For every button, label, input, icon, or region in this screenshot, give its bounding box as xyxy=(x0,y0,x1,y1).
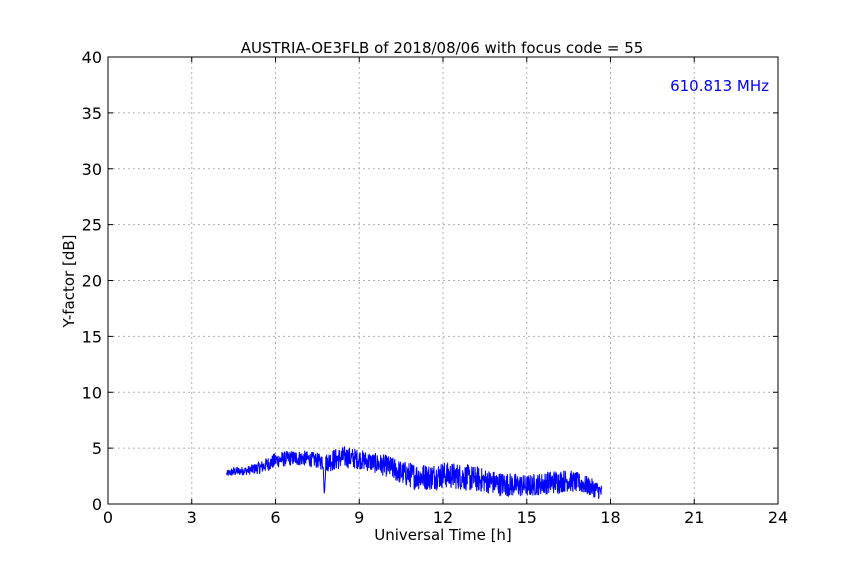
y-tick-label: 30 xyxy=(82,160,102,179)
x-tick-label: 18 xyxy=(600,508,620,527)
x-tick-label: 6 xyxy=(270,508,280,527)
x-axis-label: Universal Time [h] xyxy=(374,526,512,544)
y-tick-label: 35 xyxy=(82,104,102,123)
x-tick-label: 0 xyxy=(103,508,113,527)
y-axis-label: Y-factor [dB] xyxy=(60,234,78,328)
y-tick-label: 15 xyxy=(82,327,102,346)
series-line xyxy=(226,446,603,500)
x-axis: 0 3 6 9 12 15 18 21 24 xyxy=(103,57,788,527)
x-tick-label: 15 xyxy=(517,508,537,527)
y-tick-label: 40 xyxy=(82,48,102,67)
chart-title: AUSTRIA-OE3FLB of 2018/08/06 with focus … xyxy=(241,39,644,57)
frequency-annotation: 610.813 MHz xyxy=(670,77,769,95)
x-tick-label: 3 xyxy=(187,508,197,527)
grid xyxy=(108,57,778,504)
x-tick-label: 12 xyxy=(433,508,453,527)
y-tick-label: 5 xyxy=(92,439,102,458)
y-tick-label: 20 xyxy=(82,272,102,291)
x-tick-label: 21 xyxy=(684,508,704,527)
x-tick-label: 9 xyxy=(354,508,364,527)
y-tick-label: 10 xyxy=(82,383,102,402)
y-tick-label: 25 xyxy=(82,216,102,235)
series-group xyxy=(226,446,603,500)
x-tick-label: 24 xyxy=(768,508,788,527)
y-axis: 0 5 10 15 20 25 30 35 40 xyxy=(82,48,778,514)
y-tick-label: 0 xyxy=(92,495,102,514)
